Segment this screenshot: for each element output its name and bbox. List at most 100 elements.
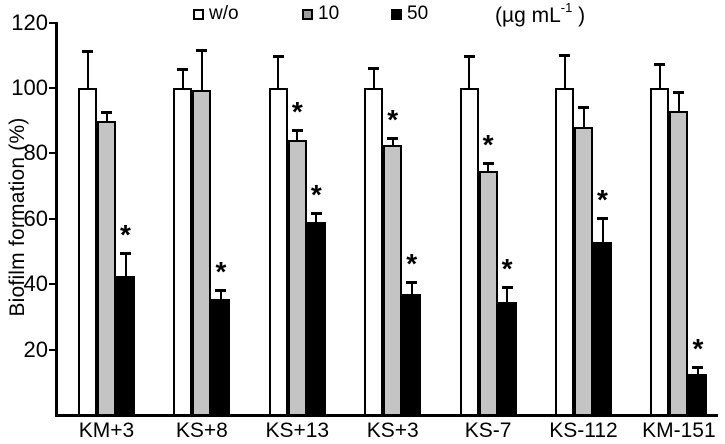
bar-KS+13-50	[306, 222, 326, 416]
error-bar-cap	[196, 48, 208, 52]
bar-KS+13-w/o	[268, 88, 288, 416]
error-bar-whisker	[677, 92, 680, 111]
significance-asterisk: *	[501, 252, 513, 284]
error-bar-cap	[368, 66, 380, 70]
error-bar-cap	[692, 365, 704, 369]
bar-KM+3-50	[116, 276, 135, 416]
y-tick-label: 80	[23, 140, 48, 166]
bar-KS+3-10	[383, 145, 403, 416]
bar-KM-151-10	[669, 110, 689, 416]
error-bar-whisker	[468, 56, 471, 88]
error-bar-whisker	[219, 290, 222, 299]
y-tick-label: 20	[23, 336, 48, 362]
significance-asterisk: *	[310, 179, 322, 211]
error-bar-whisker	[487, 162, 490, 172]
y-tick-mark	[49, 283, 55, 286]
bar-KM+3-10	[97, 120, 116, 416]
bar-KM-151-50	[688, 374, 708, 416]
y-tick-mark	[49, 152, 55, 155]
error-bar-whisker	[124, 252, 127, 277]
bar-KS-112-10	[574, 127, 593, 416]
error-bar-whisker	[563, 54, 566, 88]
error-bar-cap	[482, 161, 494, 165]
units-superscript: -1	[560, 0, 573, 15]
legend-units-label: (µg mL-1 )	[495, 0, 586, 27]
x-axis-label-KM-151: KM-151	[642, 419, 716, 442]
significance-asterisk: *	[387, 104, 399, 136]
legend-swatch-50	[391, 8, 402, 20]
legend-item-10: 10	[302, 3, 340, 24]
error-bar-cap	[387, 137, 399, 141]
bar-KS+13-10	[287, 140, 307, 416]
x-axis-label-KS+8: KS+8	[175, 419, 228, 442]
bar-KS+8-50	[211, 298, 231, 416]
error-bar-cap	[101, 110, 112, 114]
error-bar-cap	[272, 55, 284, 59]
x-axis-label-KS+13: KS+13	[265, 419, 330, 442]
error-bar-whisker	[296, 129, 299, 141]
significance-asterisk: *	[406, 247, 418, 279]
bar-KS-112-50	[593, 241, 612, 416]
error-bar-whisker	[582, 106, 585, 128]
legend-item-50: 50	[391, 3, 429, 24]
bar-KS-7-w/o	[459, 88, 479, 416]
legend-label: 50	[407, 3, 429, 24]
bar-KS-7-10	[478, 171, 498, 416]
error-bar-whisker	[86, 51, 89, 88]
error-bar-whisker	[506, 286, 509, 303]
error-bar-whisker	[410, 281, 413, 294]
bar-KS+3-w/o	[364, 88, 384, 416]
legend-label: w/o	[209, 3, 239, 24]
error-bar-whisker	[181, 69, 184, 88]
x-axis-label-KS-112: KS-112	[549, 419, 618, 442]
bar-KS-112-w/o	[555, 88, 574, 416]
error-bar-cap	[578, 105, 589, 109]
error-bar-cap	[215, 289, 227, 293]
significance-asterisk: *	[482, 128, 494, 160]
x-axis-label-KS+3: KS+3	[366, 419, 419, 442]
y-tick-label: 60	[23, 205, 48, 231]
error-bar-cap	[310, 212, 322, 216]
y-tick-mark	[49, 217, 55, 220]
error-bar-cap	[597, 217, 608, 221]
error-bar-cap	[501, 285, 513, 289]
bar-KS-7-50	[497, 302, 517, 416]
error-bar-whisker	[105, 111, 108, 121]
error-bar-whisker	[315, 213, 318, 223]
significance-asterisk: *	[215, 256, 227, 288]
error-bar-whisker	[601, 218, 604, 242]
bar-KS+3-50	[402, 294, 422, 416]
legend-item-w/o: w/o	[193, 3, 239, 24]
legend-label: 10	[318, 3, 340, 24]
legend-swatch-10	[302, 8, 313, 20]
error-bar-cap	[463, 55, 475, 59]
y-tick-mark	[49, 87, 55, 89]
bar-KS+8-10	[192, 89, 212, 416]
significance-asterisk: *	[291, 95, 303, 127]
x-axis-label-KS-7: KS-7	[464, 419, 512, 442]
x-axis-label-KM+3: KM+3	[78, 419, 135, 442]
error-bar-whisker	[658, 64, 661, 88]
significance-asterisk: *	[597, 184, 608, 216]
error-bar-cap	[406, 280, 418, 284]
error-bar-cap	[559, 53, 570, 57]
error-bar-cap	[120, 251, 131, 255]
error-bar-whisker	[391, 138, 394, 146]
error-bar-cap	[177, 68, 189, 72]
bar-KM+3-w/o	[78, 88, 97, 416]
legend-swatch-w/o	[193, 8, 204, 20]
error-bar-whisker	[696, 366, 699, 375]
x-axis-line	[55, 414, 718, 417]
y-tick-label: 120	[11, 9, 48, 35]
significance-asterisk: *	[692, 332, 704, 364]
error-bar-whisker	[372, 67, 375, 88]
y-axis-line	[55, 22, 58, 417]
error-bar-cap	[673, 91, 685, 95]
y-tick-mark	[49, 21, 55, 24]
error-bar-cap	[654, 63, 666, 67]
y-tick-mark	[49, 348, 55, 351]
error-bar-whisker	[200, 49, 203, 90]
bar-KS+8-w/o	[173, 88, 193, 416]
y-tick-label: 40	[23, 271, 48, 297]
